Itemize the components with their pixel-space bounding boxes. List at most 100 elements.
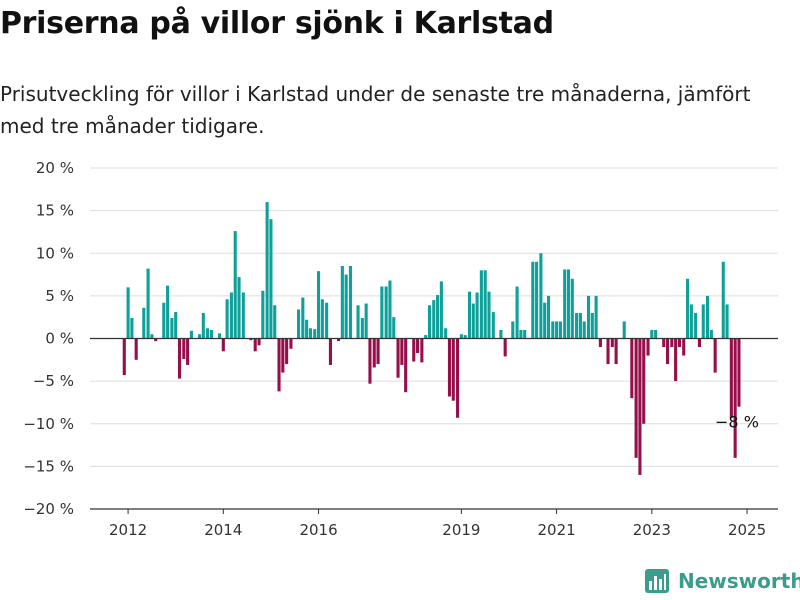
bar [614,338,618,365]
x-axis-tick-labels: 2012 2014 2016 2019 2021 2023 2025 [109,521,766,539]
x-tick-label: 2012 [109,521,147,539]
bar [531,261,535,339]
bar [674,338,678,382]
bar [209,329,213,339]
bar [368,338,372,384]
bar [189,330,193,339]
bar [186,338,190,365]
bar [166,285,170,339]
bar [737,338,741,407]
bar [555,321,559,339]
bar [459,334,463,339]
bar [206,328,210,339]
bar [586,295,591,339]
bar [733,338,737,458]
bar [174,312,178,339]
bar [257,338,261,346]
bar [558,321,562,339]
bar [150,334,154,339]
bar [563,269,567,339]
x-tick-label: 2016 [299,521,337,539]
bar [285,338,289,365]
bar [582,321,586,339]
bar [328,338,332,365]
x-tick-label: 2021 [538,521,576,539]
bar [146,268,150,339]
bar [598,338,602,348]
axes [90,337,778,514]
bar [325,302,329,339]
bar [650,329,654,339]
bar [372,338,376,368]
bar [356,305,360,339]
bar [436,295,440,339]
bar [416,338,420,353]
bar [162,302,166,339]
bar [420,338,424,363]
bar [154,338,158,342]
bar [725,304,729,339]
bar [320,299,324,339]
bar [543,302,547,339]
annotations: −8 % [715,413,759,432]
bar [594,295,598,339]
bar [499,329,503,339]
bar [313,329,317,339]
bar [340,266,344,339]
bar [170,318,174,339]
bar [237,277,241,339]
bar [130,318,134,339]
bar [491,312,495,339]
bar [432,300,436,339]
bar [233,231,237,339]
bar [197,334,202,339]
bar [439,281,443,339]
bar [376,338,380,365]
bar [296,309,301,339]
bar [241,292,245,339]
bar [265,202,269,339]
bar [694,312,698,339]
bar [689,304,693,339]
bar [662,338,666,348]
bar [519,329,523,339]
bar [697,338,701,348]
bar [665,338,670,365]
bar [546,295,551,339]
bar [463,335,467,339]
bar [360,318,364,339]
bar [578,312,582,339]
bar [221,338,225,352]
y-tick-label: 10 % [36,244,74,262]
bar [404,338,408,393]
bar [134,338,138,360]
bar [301,297,305,339]
bar [515,286,519,339]
bar [729,338,733,418]
bar [424,335,428,339]
bar [444,328,448,339]
x-tick-label: 2014 [204,521,242,539]
bar [447,338,452,397]
bar [277,338,281,392]
bar [336,338,341,342]
bar [566,269,571,339]
bar [622,321,626,339]
bar [456,338,460,418]
bar [475,292,479,339]
bar [721,261,725,339]
y-tick-label: 20 % [36,159,74,177]
bar [249,338,253,341]
bar [388,280,392,339]
bar [142,307,146,339]
newsworthy-logo-icon [645,569,669,593]
bar [384,286,388,339]
y-axis-tick-labels: 20 % 15 % 10 % 5 % 0 % −5 % −10 % −15 % −20 % [23,159,74,518]
bar [570,278,574,339]
x-tick-label: 2019 [442,521,480,539]
bar [467,291,472,339]
bar [380,286,384,339]
y-tick-label: −15 % [23,457,74,475]
bar [709,329,713,339]
bar [201,312,205,339]
